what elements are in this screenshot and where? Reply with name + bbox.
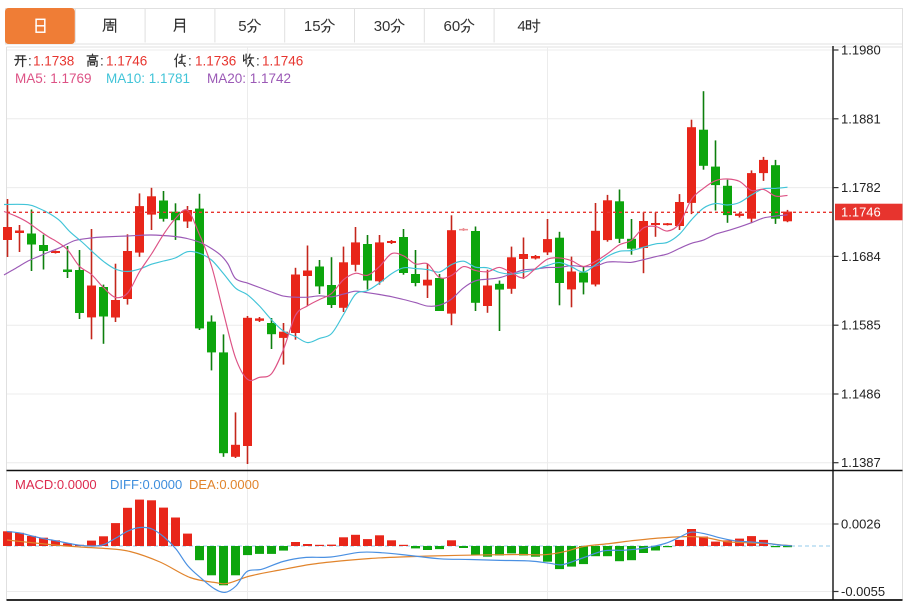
svg-text::: : xyxy=(188,54,192,69)
svg-text:4: 4 xyxy=(517,18,525,35)
svg-text:1.1746: 1.1746 xyxy=(262,54,303,69)
svg-text:30: 30 xyxy=(374,18,391,35)
svg-text:0.0026: 0.0026 xyxy=(841,517,881,532)
svg-text::: : xyxy=(100,54,104,69)
svg-text:1.1387: 1.1387 xyxy=(841,455,881,470)
svg-text:MA5: 1.1769: MA5: 1.1769 xyxy=(15,71,92,86)
svg-text:MA20: 1.1742: MA20: 1.1742 xyxy=(207,71,291,86)
svg-text:1.1746: 1.1746 xyxy=(106,54,147,69)
svg-text:5: 5 xyxy=(238,18,246,35)
svg-text:DEA:0.0000: DEA:0.0000 xyxy=(189,477,259,492)
svg-text:15: 15 xyxy=(304,18,321,35)
svg-text:1.1980: 1.1980 xyxy=(841,43,881,58)
svg-text:MA10: 1.1781: MA10: 1.1781 xyxy=(106,71,190,86)
svg-text:1.1486: 1.1486 xyxy=(841,387,881,402)
svg-text:1.1684: 1.1684 xyxy=(841,249,881,264)
svg-text:60: 60 xyxy=(444,18,461,35)
svg-text:1.1881: 1.1881 xyxy=(841,111,881,126)
svg-text:1.1782: 1.1782 xyxy=(841,180,881,195)
svg-text:DIFF:0.0000: DIFF:0.0000 xyxy=(110,477,182,492)
svg-text:1.1585: 1.1585 xyxy=(841,318,881,333)
svg-text:MACD:0.0000: MACD:0.0000 xyxy=(15,477,97,492)
svg-text:1.1738: 1.1738 xyxy=(33,54,74,69)
svg-text:1.1736: 1.1736 xyxy=(195,54,236,69)
svg-text:-0.0055: -0.0055 xyxy=(841,584,885,599)
svg-text::: : xyxy=(256,54,260,69)
svg-text::: : xyxy=(28,54,32,69)
svg-text:1.1746: 1.1746 xyxy=(841,205,881,220)
